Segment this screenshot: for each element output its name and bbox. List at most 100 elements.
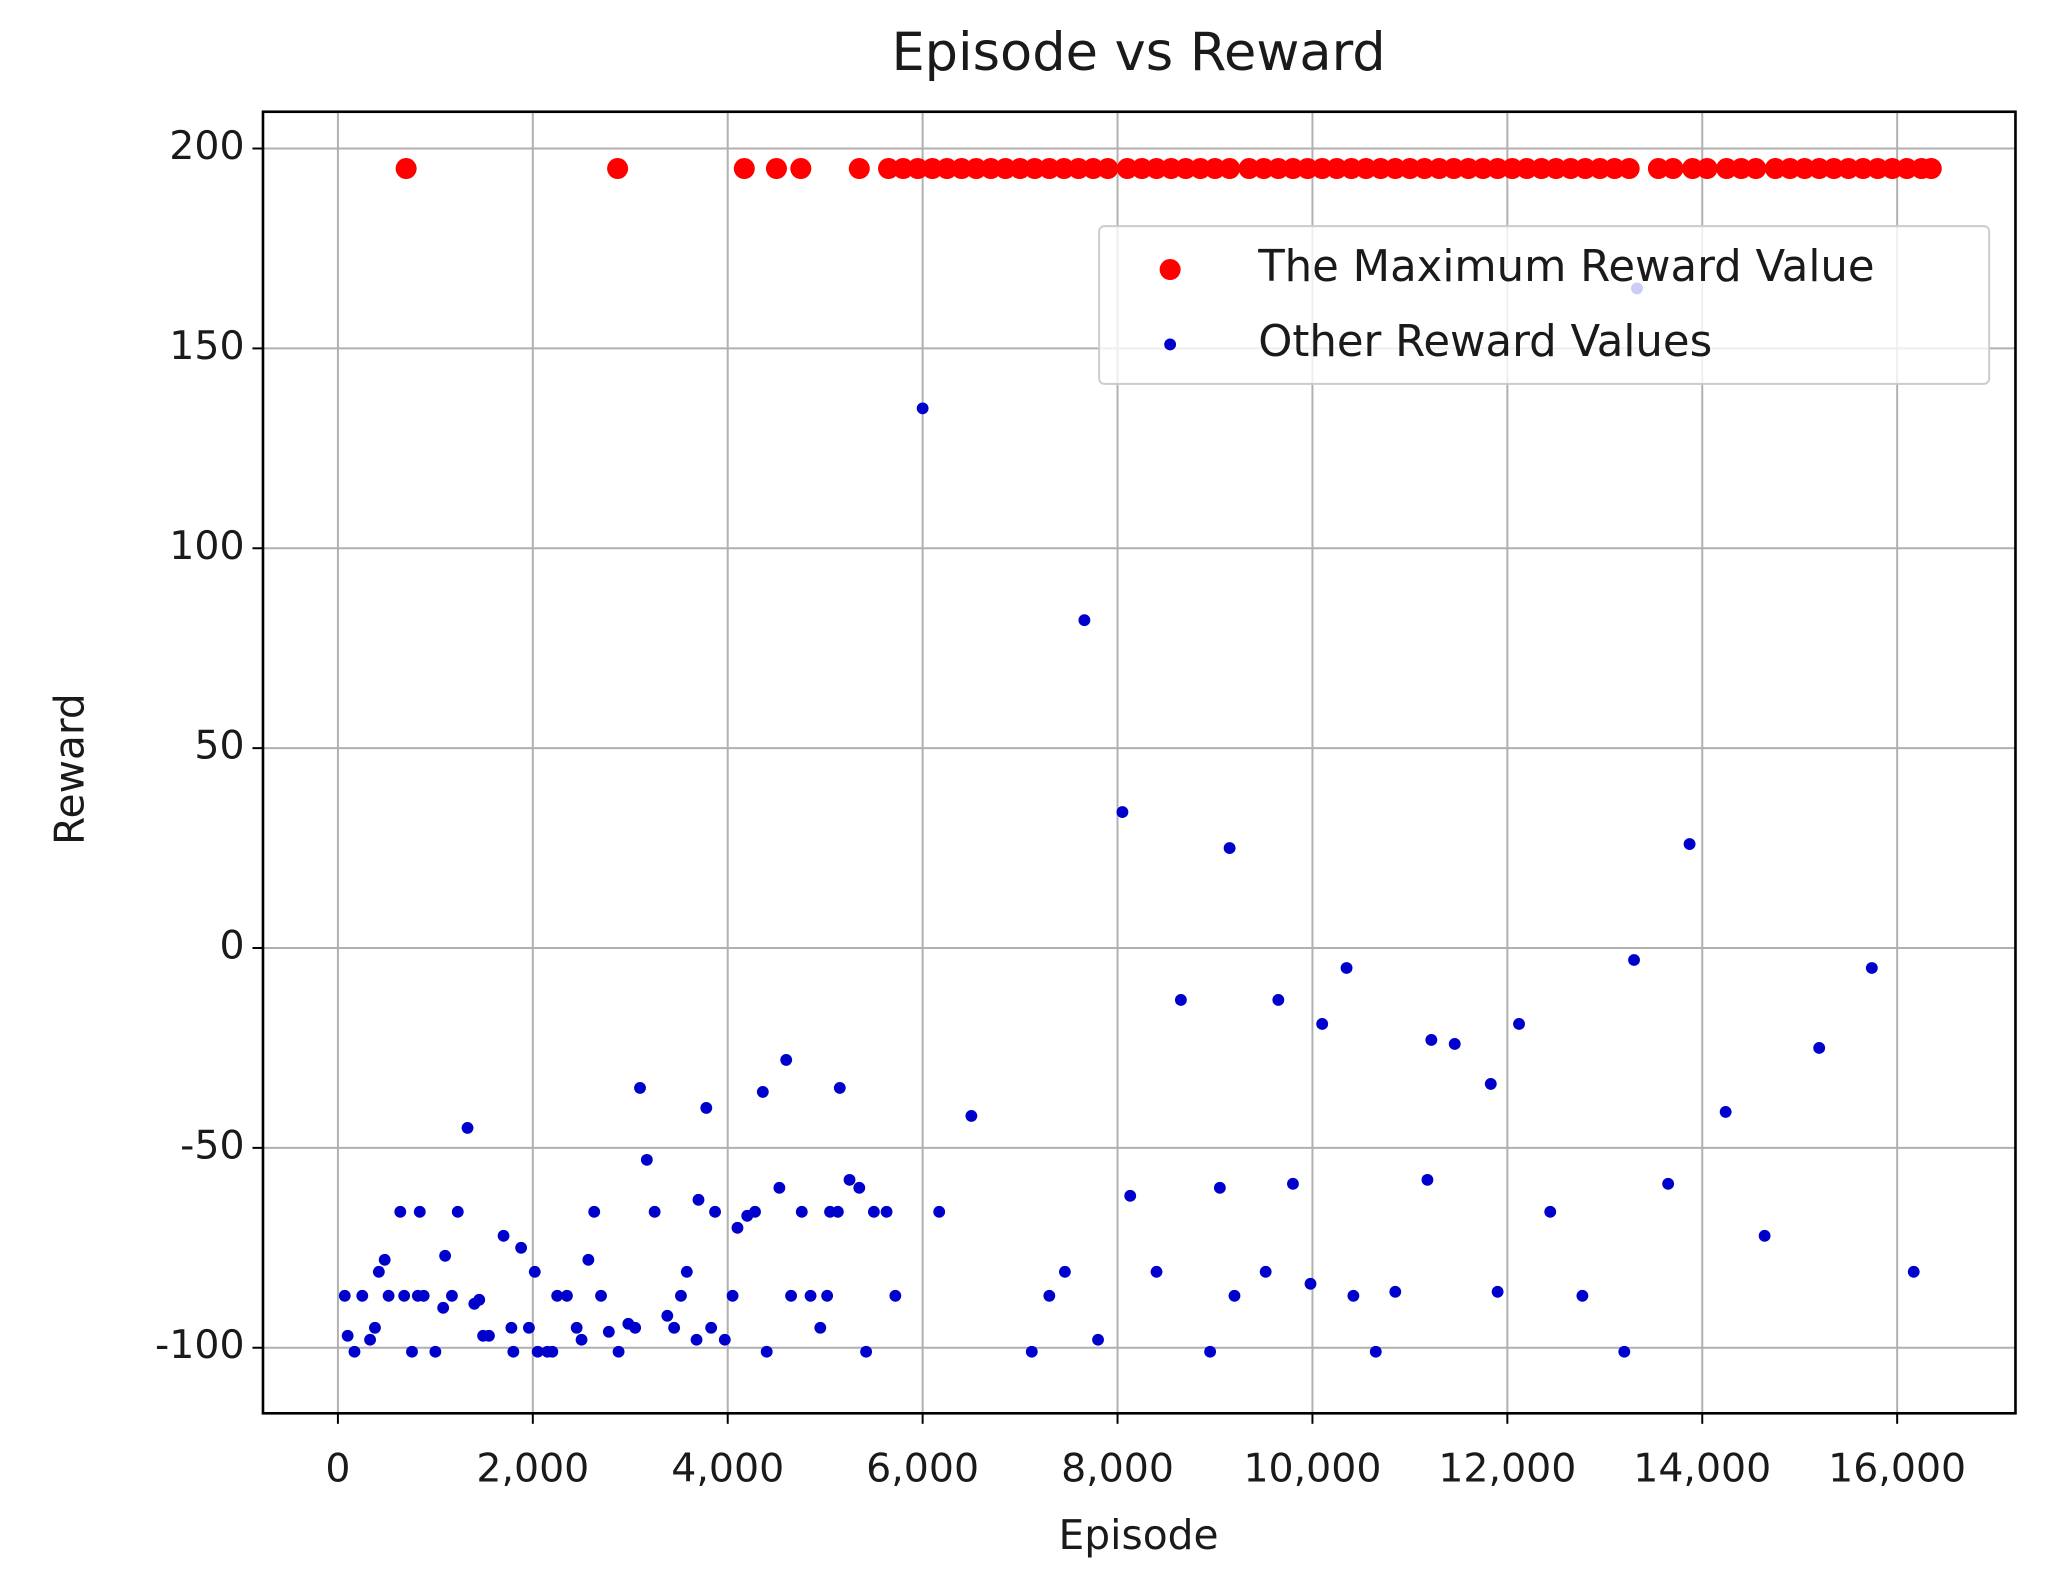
data-point <box>1716 157 1738 180</box>
data-point <box>1053 157 1075 180</box>
data-point <box>395 157 417 180</box>
data-point <box>1779 157 1801 180</box>
data-point <box>629 1321 642 1334</box>
data-point <box>1852 157 1874 180</box>
data-point <box>413 1205 426 1218</box>
data-point <box>341 1329 354 1342</box>
data-point <box>364 1333 376 1346</box>
legend-label: The Maximum Reward Value <box>1257 242 1874 292</box>
data-point <box>1287 1177 1299 1190</box>
data-point <box>1078 614 1091 627</box>
data-point <box>1443 157 1465 180</box>
data-point <box>1311 157 1333 180</box>
data-point <box>718 1333 731 1346</box>
data-point <box>612 1345 625 1358</box>
data-point <box>1618 1345 1631 1358</box>
data-point <box>795 1205 808 1218</box>
data-point <box>661 1309 674 1322</box>
data-point <box>1662 1177 1675 1190</box>
data-point <box>1647 157 1669 180</box>
data-point <box>831 1205 844 1218</box>
x-tick-label: 10,000 <box>1243 1446 1381 1492</box>
data-point <box>1837 157 1859 180</box>
data-point <box>1340 962 1353 974</box>
x-tick-label: 2,000 <box>476 1446 589 1492</box>
data-point <box>437 1301 450 1314</box>
data-point <box>473 1293 486 1306</box>
data-point <box>1097 157 1119 180</box>
data-point <box>1545 157 1567 180</box>
data-point <box>369 1321 381 1334</box>
data-point <box>1920 157 1942 180</box>
data-point <box>451 1205 464 1218</box>
data-point <box>1399 157 1421 180</box>
data-point <box>1174 994 1187 1006</box>
data-point <box>1867 157 1889 180</box>
data-point <box>916 402 929 415</box>
x-tick-label: 0 <box>325 1446 350 1492</box>
data-point <box>561 1289 573 1302</box>
data-point <box>1794 157 1816 180</box>
data-point <box>994 157 1016 180</box>
data-point <box>1808 157 1830 180</box>
data-point <box>892 157 914 180</box>
data-point <box>848 157 870 180</box>
data-point <box>551 1289 564 1302</box>
data-point <box>1355 157 1377 180</box>
data-point <box>607 157 629 180</box>
data-point <box>348 1345 361 1358</box>
data-point <box>1907 1265 1920 1278</box>
data-point <box>378 1253 391 1266</box>
plot-frame <box>261 110 2017 1415</box>
data-point <box>1259 1265 1272 1278</box>
data-point <box>907 157 929 180</box>
data-point <box>936 157 958 180</box>
y-tick-label: -100 <box>155 1322 245 1368</box>
data-point <box>429 1345 442 1358</box>
data-point <box>1282 157 1304 180</box>
data-point <box>446 1289 458 1302</box>
data-point <box>1340 157 1362 180</box>
data-point <box>1472 157 1494 180</box>
data-point <box>602 1325 615 1338</box>
data-point <box>634 1081 646 1094</box>
data-point <box>1719 1105 1732 1118</box>
data-point <box>595 1289 607 1302</box>
data-point <box>1457 157 1479 180</box>
data-point <box>709 1205 721 1218</box>
data-point <box>1628 954 1640 966</box>
data-point <box>1370 157 1392 180</box>
data-point <box>1544 1205 1557 1218</box>
data-point <box>1604 157 1626 180</box>
data-point <box>1189 157 1211 180</box>
data-point <box>1150 1265 1163 1278</box>
data-point <box>1238 157 1260 180</box>
data-point <box>1662 157 1684 180</box>
data-point <box>1213 1181 1226 1194</box>
data-point <box>1881 157 1903 180</box>
data-point <box>648 1205 661 1218</box>
data-point <box>921 157 943 180</box>
data-point <box>1745 157 1767 180</box>
data-point <box>570 1321 583 1334</box>
data-point <box>1730 157 1752 180</box>
data-point <box>889 1289 902 1302</box>
data-point <box>933 1205 946 1218</box>
data-point <box>1589 157 1611 180</box>
y-tick-label: 150 <box>169 323 244 369</box>
data-point <box>1369 1345 1382 1358</box>
x-tick-label: 8,000 <box>1061 1446 1174 1492</box>
y-tick-label: -50 <box>180 1122 244 1168</box>
data-point <box>853 1181 866 1194</box>
data-point <box>1758 1229 1771 1242</box>
data-point <box>582 1253 595 1266</box>
data-point <box>588 1205 601 1218</box>
data-point <box>531 1345 544 1358</box>
data-point <box>1513 1018 1525 1030</box>
data-point <box>1491 1285 1504 1298</box>
y-tick-label: 50 <box>194 723 244 769</box>
data-point <box>338 1289 351 1302</box>
data-point <box>528 1265 541 1278</box>
data-point <box>1484 1078 1497 1090</box>
data-point <box>1043 1289 1056 1302</box>
